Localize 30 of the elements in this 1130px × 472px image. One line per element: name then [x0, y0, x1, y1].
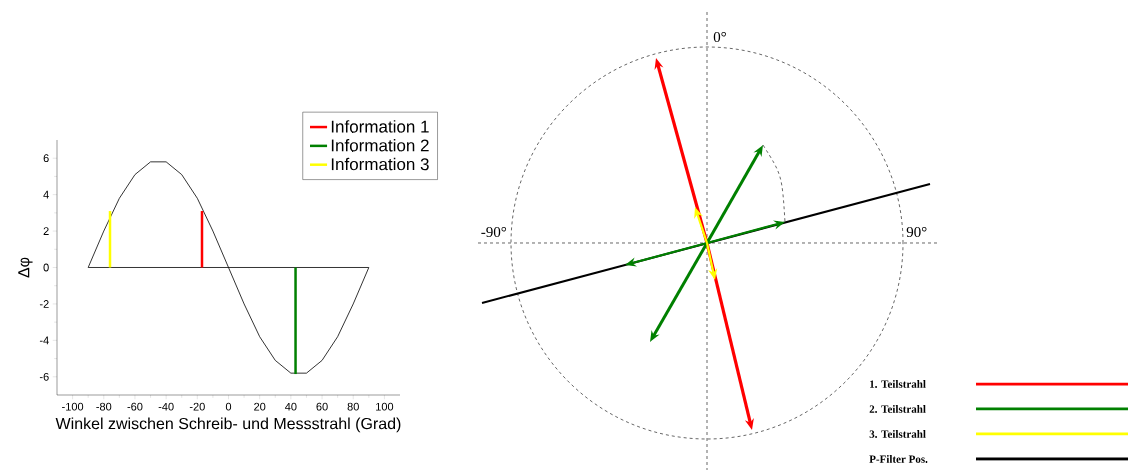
y-tick-label: -4: [39, 336, 49, 345]
y-axis-title: Δφ: [18, 257, 33, 278]
x-tick-label: -80: [96, 402, 112, 411]
x-tick-label: -60: [127, 402, 143, 411]
y-tick-label: -2: [39, 300, 49, 308]
x-axis-title: Winkel zwischen Schreib- und Messstrahl (Grad): [55, 417, 401, 433]
x-tick-label: -100: [62, 402, 84, 411]
x-tick-label: 100: [376, 402, 394, 411]
y-tick-label: -6: [39, 372, 49, 381]
x-tick-label: 80: [347, 402, 359, 411]
x-tick-label: -40: [158, 402, 174, 411]
y-tick-label: 4: [43, 190, 49, 199]
category-label: P-Filter Pos.: [869, 455, 928, 463]
legend-label: Information 3: [331, 157, 429, 171]
category-label: 3. Teilstrahl: [869, 430, 926, 438]
category-label: 2. Teilstrahl: [869, 405, 926, 413]
x-tick-label: 40: [285, 402, 297, 411]
text: 90°: [906, 226, 927, 238]
category-label: 1. Teilstrahl: [870, 380, 926, 388]
y-tick-label: 0: [43, 263, 49, 272]
text: -90°: [481, 226, 507, 238]
x-tick-label: 0: [225, 402, 232, 411]
text: 0°: [713, 31, 726, 43]
x-tick-label: 60: [316, 402, 328, 411]
legend-label: Information 1: [331, 120, 429, 133]
legend-label: Information 2: [331, 138, 429, 152]
y-tick-label: 2: [43, 227, 49, 235]
y-tick-label: 6: [43, 154, 49, 163]
x-tick-label: -20: [189, 402, 205, 411]
x-tick-label: 20: [254, 402, 266, 411]
